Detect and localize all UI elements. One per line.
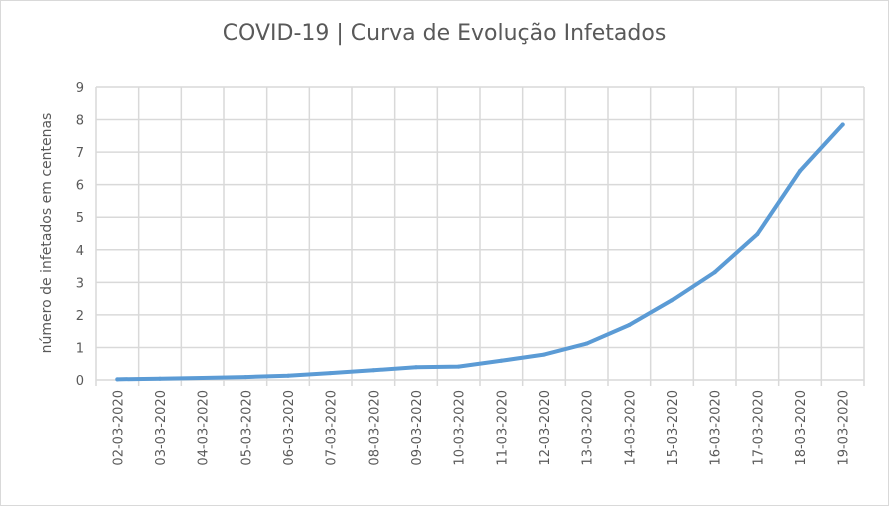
data-point-09-03-2020 — [414, 365, 418, 370]
y-tick-label: 0 — [76, 374, 84, 389]
x-tick-label: 11-03-2020 — [495, 390, 510, 466]
y-tick-label: 5 — [76, 211, 84, 226]
data-point-16-03-2020 — [712, 270, 717, 275]
x-tick-label: 19-03-2020 — [837, 390, 852, 466]
x-tick-label: 14-03-2020 — [623, 390, 638, 466]
data-point-12-03-2020 — [542, 352, 546, 357]
x-tick-label: 10-03-2020 — [453, 390, 468, 466]
data-point-15-03-2020 — [670, 298, 674, 303]
x-tick-label: 18-03-2020 — [794, 390, 809, 466]
x-tick-label: 15-03-2020 — [666, 390, 681, 466]
y-axis-label: número de infetados em centenas — [39, 113, 55, 354]
data-point-13-03-2020 — [584, 341, 589, 346]
data-point-03-03-2020 — [158, 376, 162, 381]
data-point-04-03-2020 — [200, 376, 205, 381]
y-tick-label: 6 — [76, 179, 84, 194]
data-point-06-03-2020 — [286, 373, 290, 378]
data-point-07-03-2020 — [328, 371, 333, 376]
chart-title: COVID-19 | Curva de Evolução Infetados — [222, 21, 667, 46]
y-tick-label: 4 — [76, 244, 84, 259]
x-tick-label: 06-03-2020 — [282, 390, 297, 466]
data-point-14-03-2020 — [627, 322, 632, 327]
y-tick-label: 1 — [76, 341, 84, 356]
x-tick-label: 04-03-2020 — [197, 390, 212, 466]
x-tick-label: 16-03-2020 — [709, 390, 724, 466]
y-tick-label: 9 — [76, 81, 84, 96]
x-tick-label: 12-03-2020 — [538, 390, 553, 466]
x-tick-label: 13-03-2020 — [581, 390, 596, 466]
x-tick-label: 05-03-2020 — [239, 390, 254, 466]
data-point-08-03-2020 — [371, 368, 376, 373]
data-point-11-03-2020 — [499, 358, 504, 363]
x-tick-label: 09-03-2020 — [410, 390, 425, 466]
data-point-02-03-2020 — [115, 377, 120, 382]
points — [115, 122, 845, 382]
series-line — [115, 122, 845, 382]
x-tick-label: 02-03-2020 — [111, 390, 126, 466]
y-ticks: 0 1 2 3 4 5 6 7 8 9 — [76, 81, 84, 389]
x-tick-label: 08-03-2020 — [367, 390, 382, 466]
grid — [95, 86, 865, 386]
y-tick-label: 3 — [76, 276, 84, 291]
data-point-18-03-2020 — [798, 168, 802, 173]
data-point-05-03-2020 — [243, 375, 248, 380]
data-point-10-03-2020 — [456, 364, 461, 369]
x-tick-label: 03-03-2020 — [154, 390, 169, 466]
data-point-17-03-2020 — [755, 232, 760, 237]
x-tick-label: 07-03-2020 — [325, 390, 340, 466]
y-tick-label: 2 — [76, 309, 84, 324]
data-point-19-03-2020 — [840, 122, 845, 127]
y-tick-label: 7 — [76, 146, 84, 161]
x-ticks: 02-03-2020 03-03-2020 04-03-2020 05-03-2020… — [111, 390, 851, 466]
y-tick-label: 8 — [76, 114, 84, 129]
x-tick-label: 17-03-2020 — [751, 390, 766, 466]
